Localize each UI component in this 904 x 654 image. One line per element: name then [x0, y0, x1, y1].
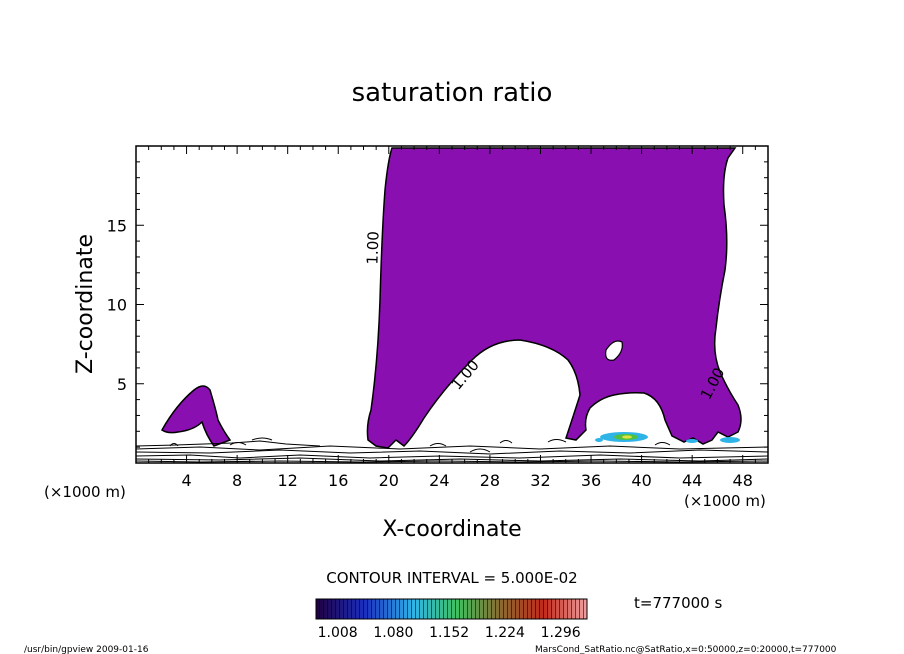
x-unit-label-right: (×1000 m): [684, 492, 766, 510]
x-tick-label: 4: [181, 471, 191, 490]
colorbar-tick-label: 1.080: [373, 625, 413, 641]
y-tick-labels: 5 10 15: [107, 216, 127, 394]
z-tick-label: 15: [107, 216, 127, 235]
z-tick-label: 5: [117, 375, 127, 394]
x-tick-label: 16: [328, 471, 348, 490]
x-tick-label: 20: [379, 471, 399, 490]
contour-label: 1.00: [363, 231, 382, 265]
contour-interval: CONTOUR INTERVAL = 5.000E-02: [326, 569, 577, 587]
x-tick-label: 32: [530, 471, 550, 490]
colored-spot: [720, 437, 740, 443]
x-tick-label: 24: [429, 471, 449, 490]
colorbar-tick-label: 1.224: [485, 625, 525, 641]
colored-spot: [595, 438, 603, 442]
saturated-hole: [605, 340, 623, 361]
x-tick-label: 28: [480, 471, 500, 490]
z-tick-label: 10: [107, 296, 127, 315]
x-tick-label: 48: [733, 471, 753, 490]
x-tick-label: 40: [631, 471, 651, 490]
x-axis-label: X-coordinate: [382, 517, 521, 542]
x-tick-label: 44: [682, 471, 702, 490]
colorbar-tick-label: 1.152: [429, 625, 469, 641]
x-tick-label: 8: [232, 471, 242, 490]
colorbar-tick-label: 1.296: [541, 625, 581, 641]
colorbar-tick-labels: 1.008 1.080 1.152 1.224 1.296: [318, 625, 581, 641]
x-tick-labels: 4 8 12 16 20 24 28 32 36 40 44 48: [181, 471, 752, 490]
colorbar-stripes: [316, 599, 587, 619]
x-tick-label: 36: [581, 471, 601, 490]
colored-spot: [686, 439, 698, 443]
y-axis-label: Z-coordinate: [73, 234, 98, 374]
colored-spot: [622, 435, 632, 439]
footer-left: /usr/bin/gpview 2009-01-16: [24, 645, 149, 654]
chart-title: saturation ratio: [352, 78, 553, 108]
x-unit-label-left: (×1000 m): [44, 483, 126, 501]
surface-contour-band: [136, 437, 768, 463]
main-supersaturated-region: [366, 147, 742, 449]
left-supersaturated-plume: [161, 385, 232, 447]
x-tick-label: 12: [278, 471, 298, 490]
time-label: t=777000 s: [634, 594, 722, 612]
footer-right: MarsCond_SatRatio.nc@SatRatio,x=0:50000,…: [535, 645, 837, 654]
axis-ticks: [136, 146, 768, 463]
colorbar-tick-label: 1.008: [318, 625, 358, 641]
